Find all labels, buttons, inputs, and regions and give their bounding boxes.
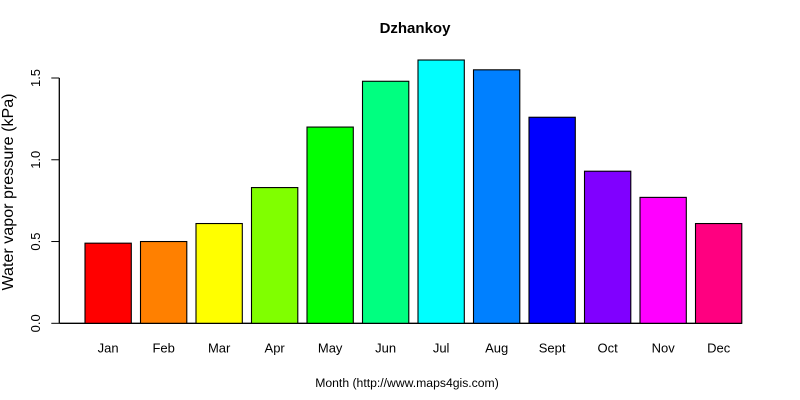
svg-text:Jul: Jul (433, 340, 450, 355)
svg-text:Nov: Nov (652, 340, 676, 355)
svg-text:Sept: Sept (539, 340, 566, 355)
svg-text:0.5: 0.5 (28, 232, 43, 250)
svg-text:Apr: Apr (265, 340, 286, 355)
svg-text:Feb: Feb (152, 340, 174, 355)
svg-text:0.0: 0.0 (28, 314, 43, 332)
svg-text:Dzhankoy: Dzhankoy (380, 20, 452, 37)
svg-text:May: May (318, 340, 343, 355)
svg-text:Water vapor pressure (kPa): Water vapor pressure (kPa) (0, 93, 17, 290)
svg-text:Jun: Jun (375, 340, 396, 355)
svg-text:Mar: Mar (208, 340, 231, 355)
svg-text:Jan: Jan (98, 340, 119, 355)
svg-text:Aug: Aug (485, 340, 508, 355)
svg-text:Dec: Dec (707, 340, 731, 355)
svg-text:1.5: 1.5 (28, 69, 43, 87)
svg-text:1.0: 1.0 (28, 151, 43, 169)
svg-text:Month (http://www.maps4gis.com: Month (http://www.maps4gis.com) (315, 376, 499, 390)
svg-text:Oct: Oct (598, 340, 619, 355)
